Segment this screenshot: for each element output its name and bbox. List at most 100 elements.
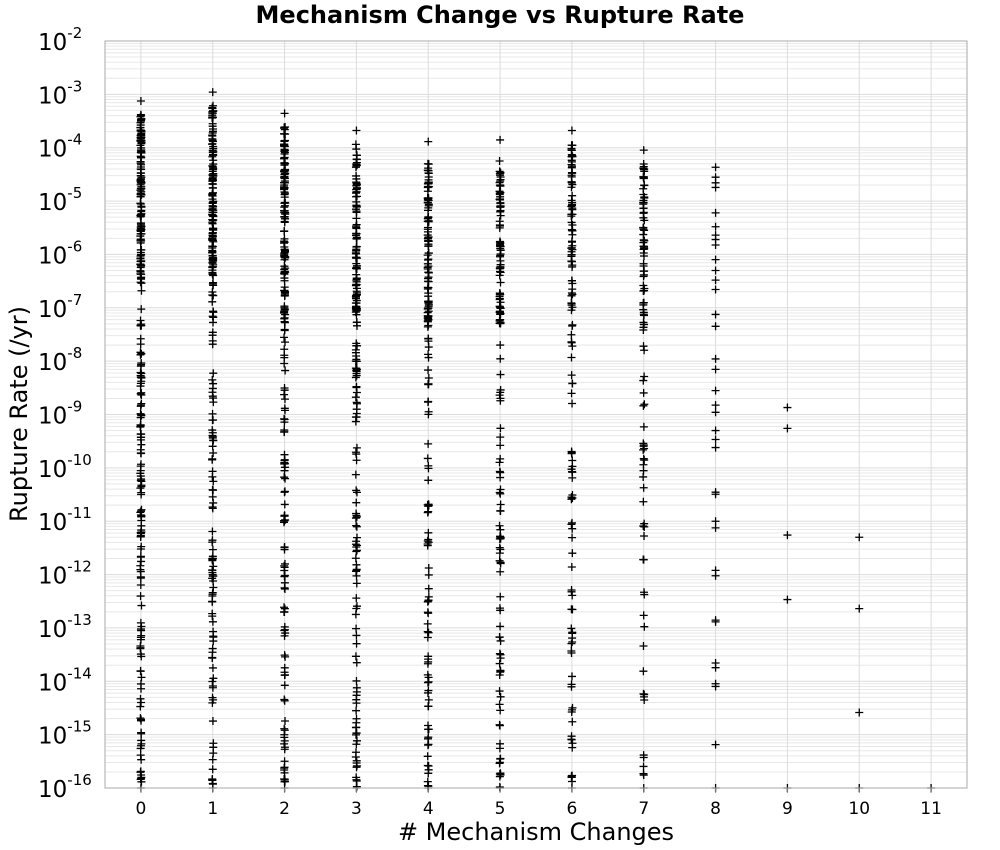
data-point-marker bbox=[209, 379, 218, 388]
data-point-marker bbox=[136, 219, 145, 228]
data-point-marker bbox=[280, 757, 289, 766]
data-point-marker bbox=[711, 386, 720, 395]
data-point-marker bbox=[352, 706, 361, 715]
data-point-marker bbox=[424, 538, 433, 547]
data-point-marker bbox=[137, 305, 146, 314]
data-point-marker bbox=[352, 658, 361, 667]
y-tick-base: 10 bbox=[38, 617, 67, 643]
data-point-marker bbox=[639, 454, 648, 463]
data-point-marker bbox=[208, 139, 217, 148]
data-point-marker bbox=[496, 622, 505, 631]
data-point-marker bbox=[351, 248, 360, 257]
y-tick-exponent: -15 bbox=[67, 718, 92, 736]
data-point-marker bbox=[424, 628, 433, 637]
data-point-marker bbox=[352, 521, 361, 530]
data-point-marker bbox=[495, 156, 504, 165]
data-point-marker bbox=[351, 748, 360, 757]
data-point-marker bbox=[855, 604, 864, 613]
data-point-marker bbox=[351, 364, 360, 373]
x-tick-label: 1 bbox=[207, 799, 218, 819]
data-point-marker bbox=[567, 218, 576, 227]
y-tick-label: 10-10 bbox=[38, 451, 92, 483]
data-point-marker bbox=[351, 470, 360, 479]
y-tick-label: 10-4 bbox=[38, 131, 82, 163]
x-tick-label: 10 bbox=[848, 799, 870, 819]
data-point-marker bbox=[567, 371, 576, 380]
data-point-marker bbox=[352, 773, 361, 782]
data-point-marker bbox=[711, 682, 720, 691]
data-point-marker bbox=[208, 288, 217, 297]
data-point-marker bbox=[711, 208, 720, 217]
data-point-marker bbox=[280, 724, 289, 733]
data-point-marker bbox=[424, 334, 433, 343]
data-point-marker bbox=[280, 681, 289, 690]
data-point-marker bbox=[352, 280, 361, 289]
data-point-marker bbox=[352, 683, 361, 692]
data-point-marker bbox=[639, 611, 648, 620]
y-tick-label: 10-16 bbox=[38, 771, 92, 803]
data-point-marker bbox=[280, 384, 289, 393]
data-point-marker bbox=[496, 385, 505, 394]
data-point-marker bbox=[352, 740, 361, 749]
data-point-marker bbox=[352, 522, 361, 531]
data-point-marker bbox=[280, 345, 289, 354]
plot-border bbox=[104, 40, 968, 789]
data-point-marker bbox=[496, 739, 505, 748]
data-point-marker bbox=[424, 315, 433, 324]
data-point-marker bbox=[496, 252, 505, 261]
data-point-marker bbox=[567, 586, 576, 595]
data-point-marker bbox=[208, 467, 217, 476]
data-point-marker bbox=[280, 288, 289, 297]
data-point-marker bbox=[568, 322, 577, 331]
data-point-marker bbox=[136, 211, 145, 220]
data-point-marker bbox=[208, 297, 217, 306]
data-point-marker bbox=[639, 172, 648, 181]
data-point-marker bbox=[280, 159, 289, 168]
data-point-marker bbox=[209, 212, 218, 221]
data-point-marker bbox=[352, 602, 361, 611]
data-point-marker bbox=[352, 158, 361, 167]
y-tick-label: 10-3 bbox=[38, 77, 82, 109]
data-point-marker bbox=[496, 192, 505, 201]
data-point-marker bbox=[279, 239, 288, 248]
data-point-marker bbox=[424, 461, 433, 470]
data-point-marker bbox=[352, 222, 361, 231]
data-point-marker bbox=[209, 449, 218, 458]
data-point-marker bbox=[208, 536, 217, 545]
data-point-marker bbox=[208, 432, 217, 441]
data-point-marker bbox=[639, 771, 648, 780]
data-point-marker bbox=[280, 269, 289, 278]
data-point-marker bbox=[639, 497, 648, 506]
data-point-marker bbox=[568, 290, 577, 299]
data-point-marker bbox=[496, 706, 505, 715]
data-point-marker bbox=[208, 331, 217, 340]
data-point-marker bbox=[208, 527, 217, 536]
x-tick-label: 2 bbox=[279, 799, 290, 819]
data-point-marker bbox=[281, 166, 290, 175]
data-point-marker bbox=[424, 439, 433, 448]
data-point-marker bbox=[711, 401, 720, 410]
data-point-marker bbox=[711, 617, 720, 626]
data-point-marker bbox=[137, 286, 146, 295]
data-point-marker bbox=[136, 168, 145, 177]
y-tick-exponent: -12 bbox=[67, 558, 92, 576]
data-point-marker bbox=[424, 570, 433, 579]
data-point-marker bbox=[567, 178, 576, 187]
data-point-marker bbox=[209, 739, 218, 748]
data-point-marker bbox=[424, 373, 433, 382]
data-point-marker bbox=[352, 541, 361, 550]
data-point-marker bbox=[280, 109, 289, 118]
data-point-marker bbox=[567, 647, 576, 656]
data-point-marker bbox=[567, 735, 576, 744]
data-point-marker bbox=[424, 137, 433, 146]
data-point-marker bbox=[352, 296, 361, 305]
data-point-marker bbox=[567, 353, 576, 362]
x-tick-label: 7 bbox=[638, 799, 649, 819]
data-point-marker bbox=[495, 391, 504, 400]
data-point-marker bbox=[567, 146, 576, 155]
y-tick-exponent: -16 bbox=[67, 771, 92, 789]
data-point-marker bbox=[208, 248, 217, 257]
data-point-marker bbox=[640, 588, 649, 597]
data-point-marker bbox=[209, 477, 218, 486]
data-point-marker bbox=[280, 325, 289, 334]
